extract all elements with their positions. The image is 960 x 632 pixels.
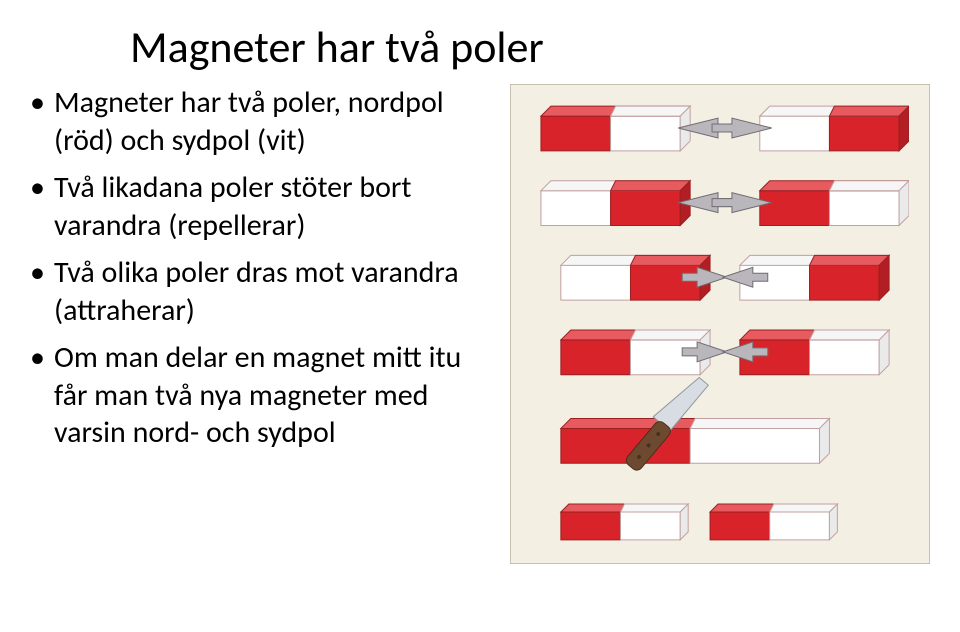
magnet-diagram xyxy=(510,84,930,564)
bullet-item: Två likadana poler stöter bort varandra … xyxy=(30,169,500,244)
bullet-item: Magneter har två poler, nordpol (röd) oc… xyxy=(30,84,500,159)
magnet-pair-attract-1 xyxy=(561,255,889,300)
magnet-cut-scene xyxy=(561,371,830,472)
bullet-list: Magneter har två poler, nordpol (röd) oc… xyxy=(30,84,510,564)
bullet-item: Om man delar en magnet mitt itu får man … xyxy=(30,339,500,452)
magnet-split-result xyxy=(561,504,838,540)
bullet-item: Två olika poler dras mot varandra (attra… xyxy=(30,254,500,329)
magnet-pair-attract-2 xyxy=(561,330,889,375)
slide-title: Magneter har två poler xyxy=(130,20,930,74)
content-row: Magneter har två poler, nordpol (röd) oc… xyxy=(30,84,930,564)
magnet-pair-repel-2 xyxy=(541,181,909,226)
slide: Magneter har två poler Magneter har två … xyxy=(30,20,930,564)
magnet-pair-repel-1 xyxy=(541,106,909,151)
diagram-svg xyxy=(531,99,909,549)
